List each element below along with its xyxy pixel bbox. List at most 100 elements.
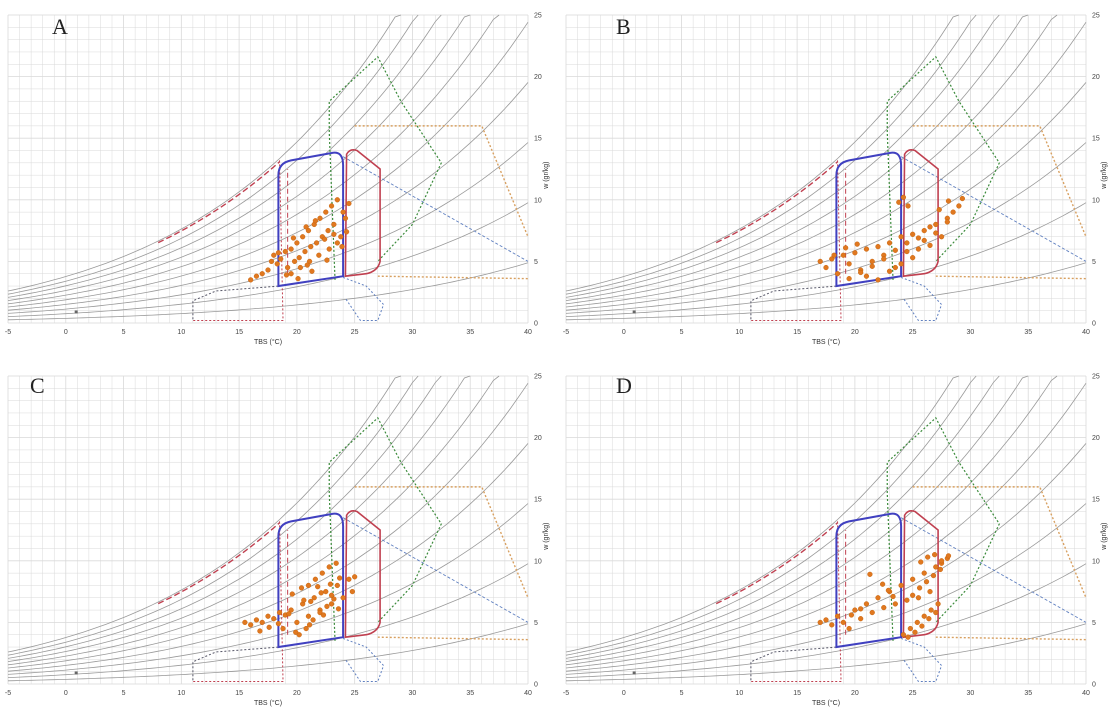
x-tick-label: 5 bbox=[122, 329, 126, 336]
rh-curve bbox=[7, 14, 419, 295]
data-point bbox=[858, 616, 864, 622]
data-point bbox=[910, 255, 916, 261]
data-point bbox=[291, 258, 298, 265]
rh-curve bbox=[7, 375, 500, 666]
data-point bbox=[324, 257, 330, 263]
rh-curve bbox=[7, 202, 529, 317]
data-point bbox=[320, 612, 327, 618]
y-axis-title: w (gr/kg) bbox=[1101, 162, 1108, 190]
data-point bbox=[881, 605, 887, 611]
origin-marker bbox=[74, 310, 78, 314]
data-point bbox=[302, 248, 308, 255]
data-point bbox=[917, 585, 923, 591]
y-tick-label: 0 bbox=[1092, 682, 1096, 689]
rh-curve bbox=[565, 14, 1029, 301]
data-point bbox=[858, 269, 864, 276]
zone-green bbox=[886, 55, 1001, 280]
data-point bbox=[310, 617, 316, 623]
grid bbox=[565, 14, 1087, 324]
rh-curve bbox=[7, 262, 529, 321]
zone-red-dashed bbox=[715, 161, 839, 244]
data-point bbox=[319, 570, 325, 576]
data-point bbox=[915, 595, 922, 601]
data-point bbox=[307, 258, 313, 265]
data-point bbox=[928, 607, 934, 613]
y-tick-label: 20 bbox=[1092, 435, 1100, 442]
x-tick-label: 25 bbox=[351, 690, 359, 697]
data-point bbox=[331, 231, 337, 237]
zone-blue-diagonal bbox=[900, 517, 1087, 623]
x-tick-label: 25 bbox=[909, 690, 917, 697]
data-point bbox=[352, 574, 358, 580]
rh-curve bbox=[565, 14, 977, 295]
data-point bbox=[305, 228, 312, 234]
data-point bbox=[303, 224, 309, 230]
data-point bbox=[910, 576, 916, 582]
zone-blue-comfort bbox=[277, 151, 345, 288]
data-point bbox=[933, 221, 939, 228]
rh-curve bbox=[565, 375, 1000, 659]
data-point bbox=[905, 634, 911, 640]
y-tick-label: 10 bbox=[1092, 197, 1100, 204]
x-tick-label: -5 bbox=[563, 329, 569, 336]
data-point bbox=[863, 273, 870, 279]
x-tick-label: 40 bbox=[524, 690, 532, 697]
data-point bbox=[325, 228, 331, 234]
zone-green bbox=[328, 416, 443, 641]
y-tick-label: 0 bbox=[534, 682, 538, 689]
zone-red-lower bbox=[192, 521, 284, 683]
data-point bbox=[303, 625, 309, 632]
data-point bbox=[829, 256, 835, 262]
panel-letter-d: D bbox=[616, 373, 632, 398]
rh-curve bbox=[7, 563, 529, 678]
rh-curve bbox=[565, 443, 1087, 672]
data-point bbox=[266, 624, 272, 630]
y-tick-label: 25 bbox=[534, 374, 542, 381]
zone-dark-dotted bbox=[192, 285, 280, 320]
zone-red-dashed bbox=[157, 522, 281, 605]
data-point bbox=[869, 263, 875, 269]
x-tick-label: 30 bbox=[967, 690, 975, 697]
data-point bbox=[294, 619, 300, 626]
data-point bbox=[327, 581, 334, 587]
data-point bbox=[890, 593, 896, 600]
data-point bbox=[305, 582, 312, 589]
zone-blue-comfort bbox=[835, 151, 903, 288]
zone-red-lower bbox=[750, 160, 842, 322]
data-point bbox=[248, 277, 254, 283]
y-axis-title: w (gr/kg) bbox=[543, 523, 550, 551]
zone-blue-diagonal bbox=[342, 156, 529, 262]
zone-blue-comfort bbox=[277, 512, 345, 649]
zone-blue-diagonal bbox=[900, 156, 1087, 262]
data-point bbox=[290, 235, 297, 241]
y-axis-title: w (gr/kg) bbox=[1101, 523, 1108, 551]
zones bbox=[632, 55, 1087, 322]
data-point bbox=[323, 589, 329, 595]
data-point bbox=[936, 207, 942, 213]
data-point bbox=[910, 231, 916, 237]
rh-curve bbox=[7, 14, 471, 301]
data-point bbox=[880, 581, 886, 587]
rh-curve bbox=[565, 375, 1029, 662]
data-point bbox=[312, 218, 318, 224]
data-point bbox=[340, 595, 346, 601]
data-point bbox=[896, 199, 902, 205]
rh-curve bbox=[565, 202, 1087, 317]
data-point bbox=[286, 611, 292, 617]
data-point bbox=[311, 595, 317, 601]
rh-curve bbox=[7, 375, 442, 659]
data-point bbox=[910, 592, 916, 598]
data-point bbox=[886, 268, 893, 274]
data-point bbox=[326, 246, 332, 252]
x-tick-label: 0 bbox=[64, 329, 68, 336]
x-tick-label: 30 bbox=[967, 329, 975, 336]
y-tick-label: 10 bbox=[534, 558, 542, 565]
data-point bbox=[817, 619, 823, 626]
data-point bbox=[265, 267, 271, 273]
data-point bbox=[298, 585, 305, 591]
data-point bbox=[308, 598, 314, 605]
data-point bbox=[343, 229, 350, 235]
data-point bbox=[313, 240, 320, 246]
